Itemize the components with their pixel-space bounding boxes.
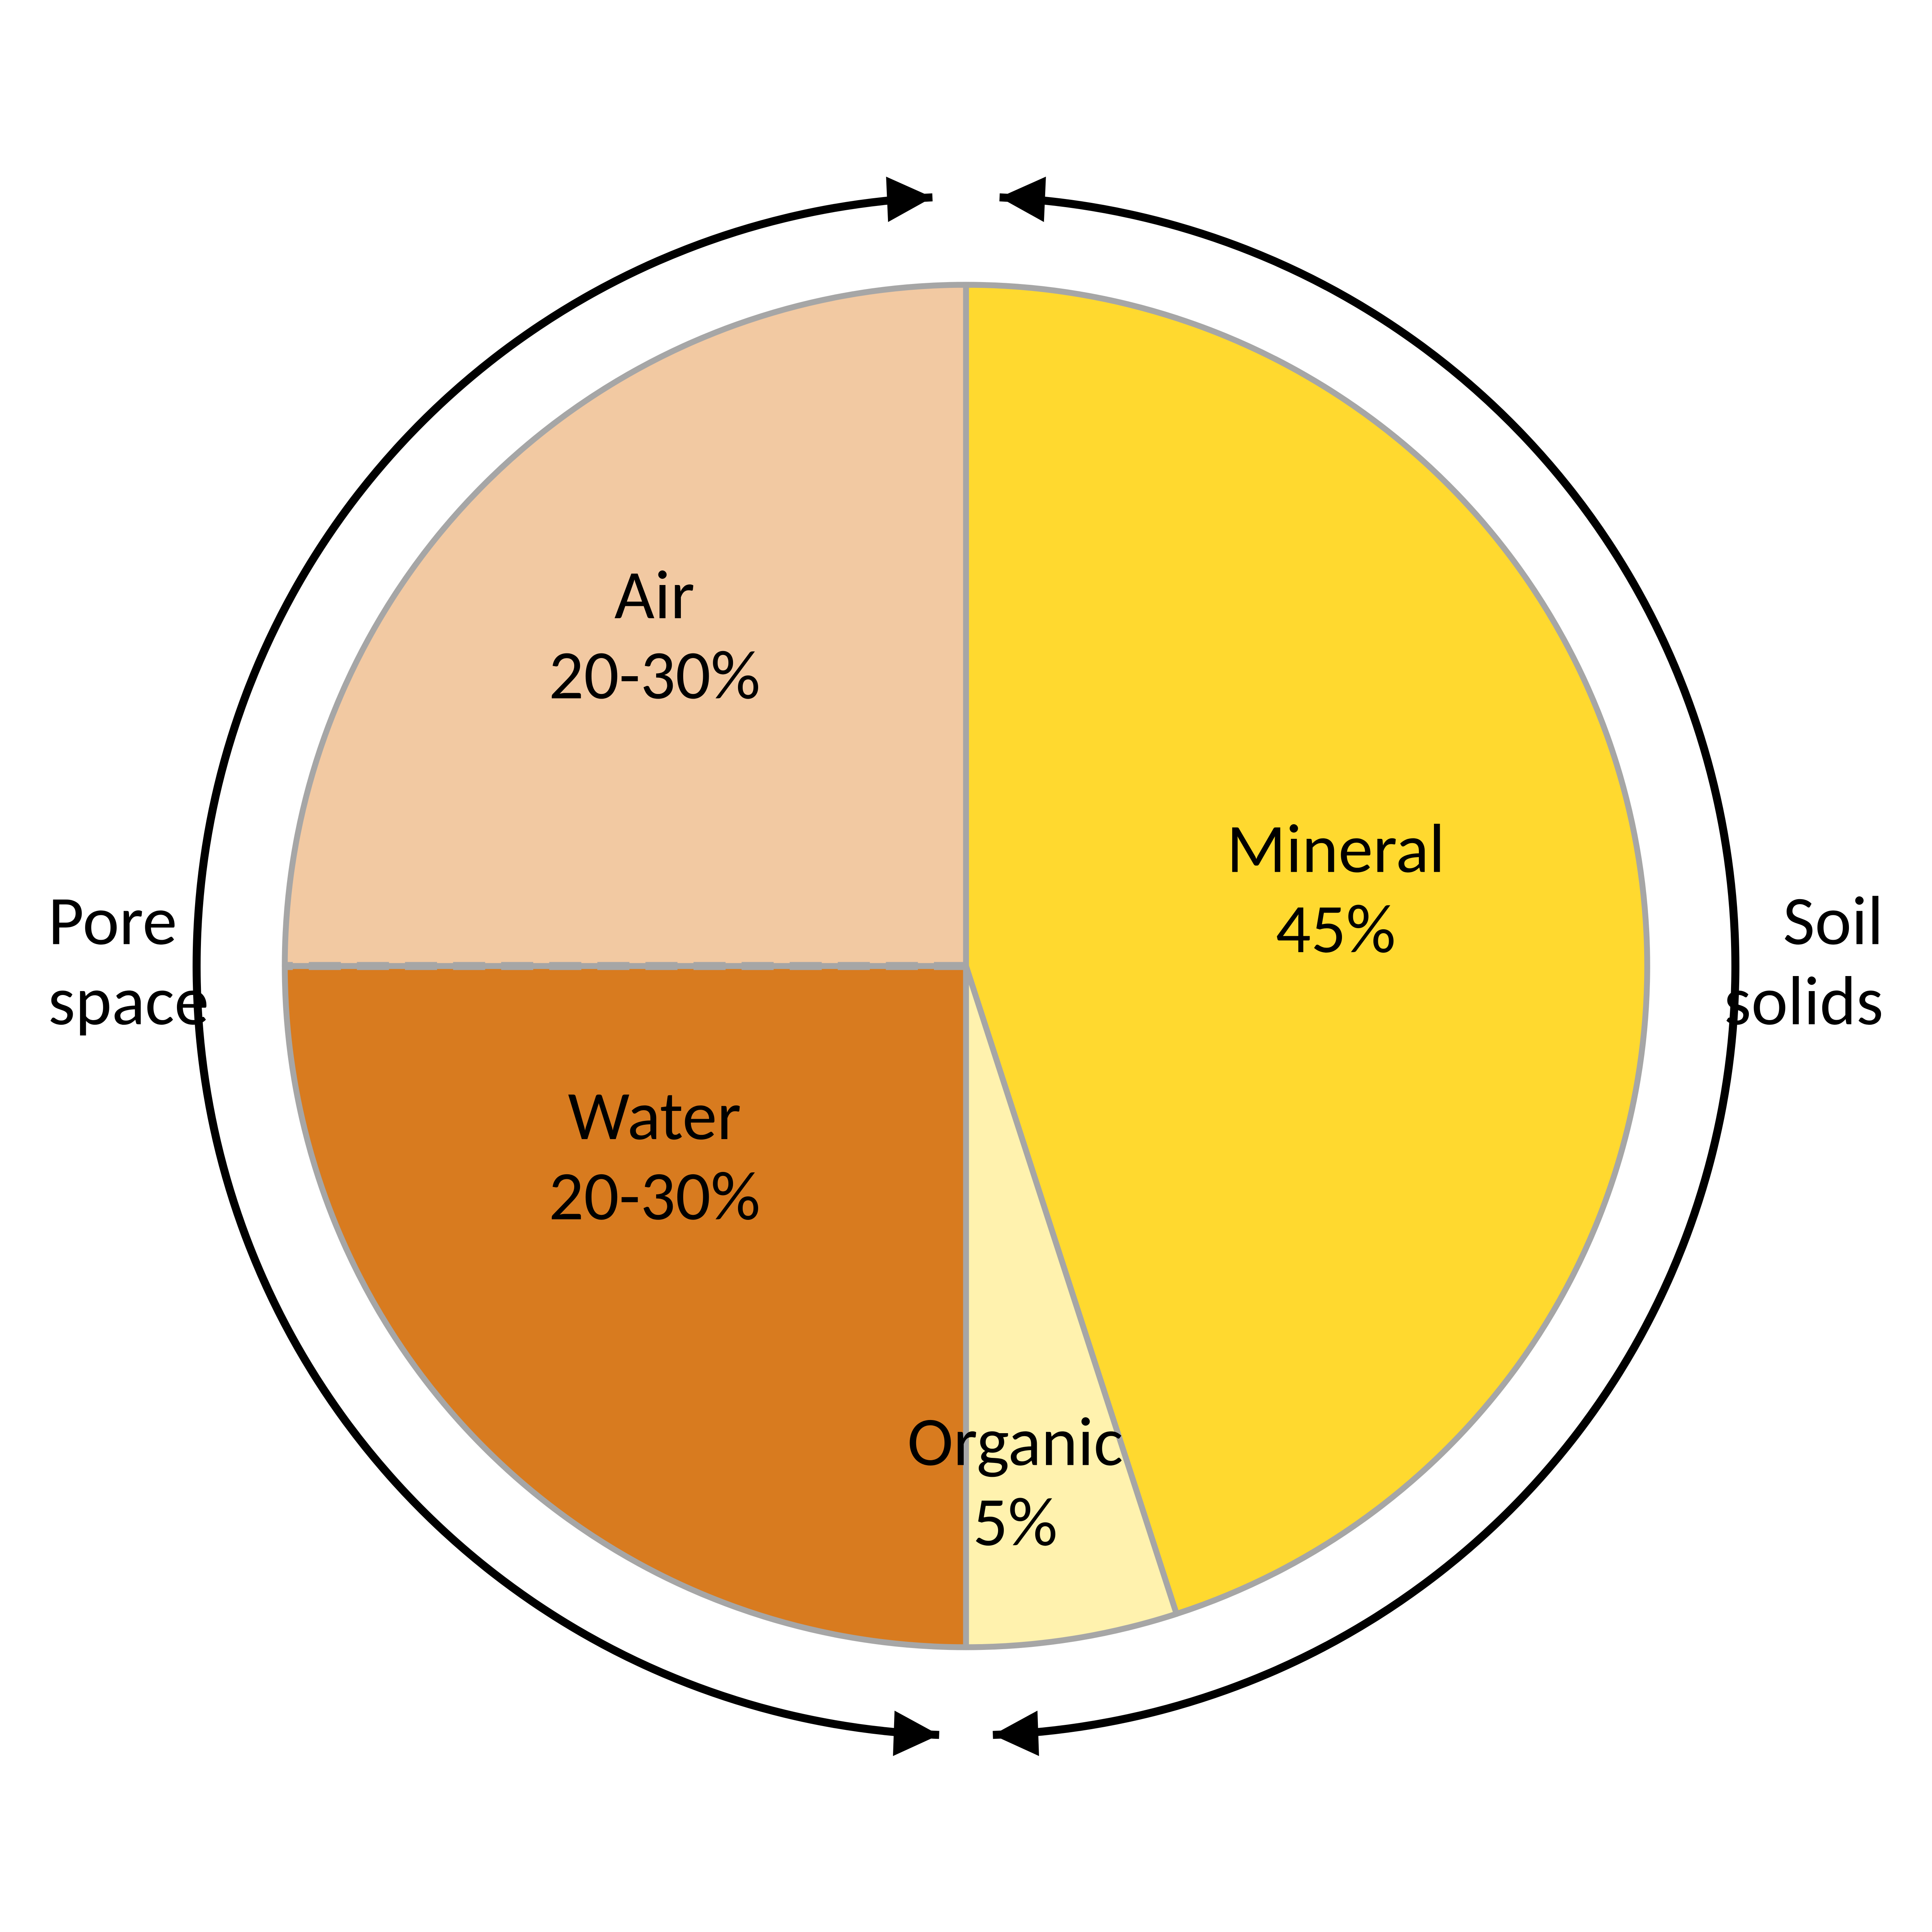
right-line2: solids xyxy=(1724,959,1883,1043)
label-water-name: Water xyxy=(568,1073,742,1158)
label-organic-name: Organic xyxy=(907,1400,1123,1484)
arrow-soil-solids-top xyxy=(1000,177,1046,222)
label-water-value: 20-30% xyxy=(549,1153,760,1238)
arrow-pore-space-top xyxy=(886,177,932,222)
label-air-name: Air xyxy=(614,553,695,637)
label-organic-value: 5% xyxy=(973,1480,1058,1564)
label-mineral-name: Mineral xyxy=(1226,806,1445,891)
label-mineral-value: 45% xyxy=(1276,886,1396,971)
label-air-value: 20-30% xyxy=(549,633,760,717)
right-line1: Soil xyxy=(1783,878,1883,963)
soil-pie-chart: Mineral45%Organic5%Water20-30%Air20-30% … xyxy=(0,0,1932,1932)
left-line2: space xyxy=(48,959,209,1043)
arrow-pore-space-bot xyxy=(893,1711,939,1756)
left-line1: Pore xyxy=(48,878,177,963)
slice-water xyxy=(285,966,966,1647)
arrow-soil-solids-bot xyxy=(993,1711,1039,1756)
